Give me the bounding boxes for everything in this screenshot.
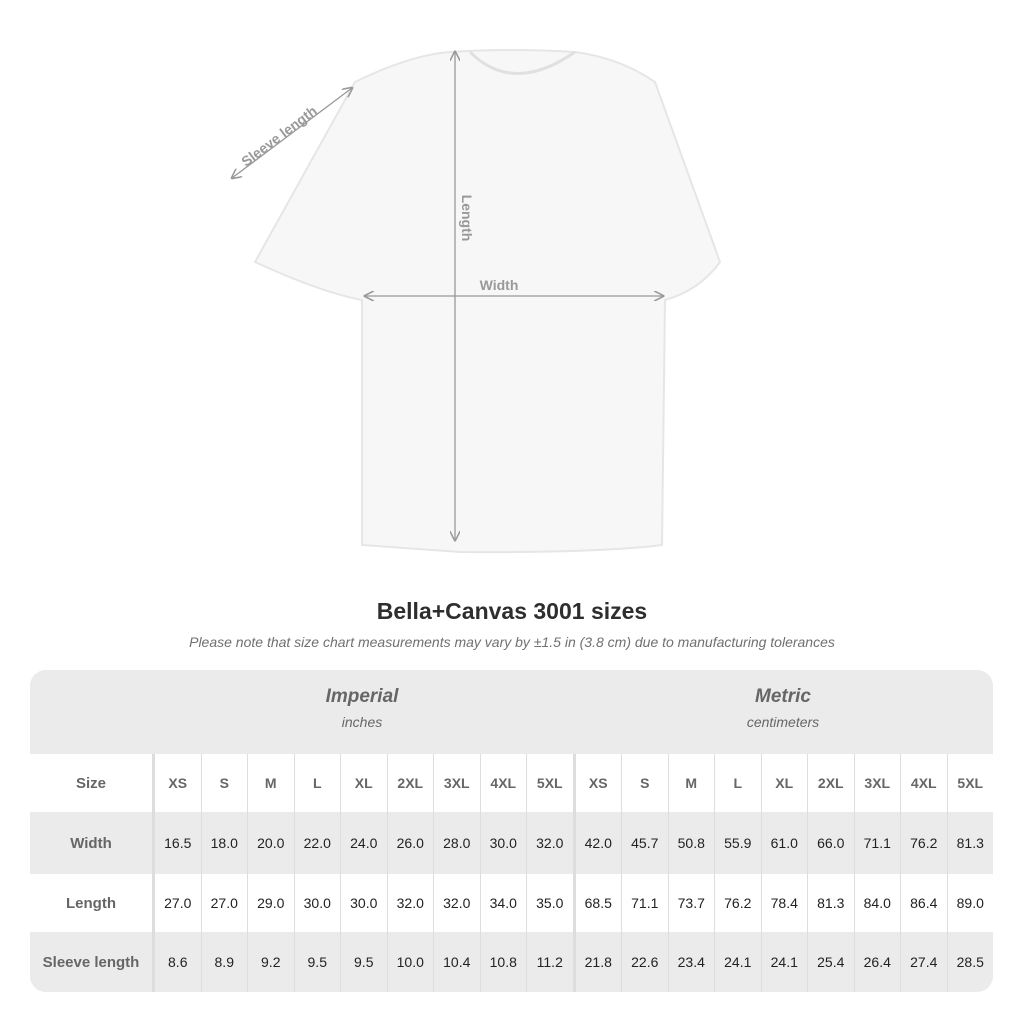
value-cell: 78.4	[762, 874, 808, 932]
width-label: Width	[480, 277, 519, 293]
value-cell: 71.1	[622, 874, 669, 932]
value-cell: 71.1	[855, 812, 901, 874]
value-cell: 8.6	[155, 932, 202, 992]
row-label: Width	[30, 812, 155, 874]
value-cell: 24.0	[341, 812, 388, 874]
value-cell: 81.3	[808, 874, 855, 932]
value-cell: 24.1	[762, 932, 808, 992]
value-cell: 10.4	[434, 932, 481, 992]
value-cell: 30.0	[295, 874, 341, 932]
size-table: Imperial inches Metric centimeters Size X…	[30, 670, 993, 992]
value-cell: 86.4	[901, 874, 948, 932]
imperial-unit: inches	[341, 714, 383, 730]
size-cell: 4XL	[481, 754, 527, 812]
size-cell: 3XL	[855, 754, 901, 812]
value-cell: 23.4	[669, 932, 715, 992]
value-cell: 34.0	[481, 874, 527, 932]
metric-header: Metric centimeters	[573, 686, 993, 730]
value-cell: 66.0	[808, 812, 855, 874]
tshirt-shape	[253, 49, 722, 554]
value-cell: 61.0	[762, 812, 808, 874]
size-cell: M	[669, 754, 715, 812]
size-cell: XS	[155, 754, 202, 812]
value-cell: 26.4	[855, 932, 901, 992]
value-cell: 25.4	[808, 932, 855, 992]
size-cell: 5XL	[527, 754, 576, 812]
value-cell: 32.0	[388, 874, 434, 932]
value-cell: 45.7	[622, 812, 669, 874]
unit-header: Imperial inches Metric centimeters	[30, 670, 993, 754]
value-cell: 9.2	[248, 932, 295, 992]
size-cell: M	[248, 754, 295, 812]
value-cell: 27.0	[155, 874, 202, 932]
size-cell: S	[202, 754, 248, 812]
table-row: Length 27.0 27.0 29.0 30.0 30.0 32.0 32.0 34.0 35…	[30, 874, 993, 932]
value-cell: 35.0	[527, 874, 576, 932]
value-cell: 89.0	[956, 895, 984, 911]
size-cell: XL	[762, 754, 808, 812]
value-cell: 29.0	[248, 874, 295, 932]
value-cell: 20.0	[248, 812, 295, 874]
table-row: Width 16.5 18.0 20.0 22.0 24.0 26.0 28.0 30.0 32.…	[30, 812, 993, 874]
size-cell: 2XL	[388, 754, 434, 812]
value-cell: 32.0	[527, 812, 576, 874]
tolerance-note: Please note that size chart measurements…	[189, 634, 835, 650]
value-cell: 30.0	[341, 874, 388, 932]
value-cell: 28.0	[434, 812, 481, 874]
value-cell: 27.4	[901, 932, 948, 992]
value-cell: 50.8	[669, 812, 715, 874]
value-cell: 9.5	[341, 932, 388, 992]
size-cell: 3XL	[434, 754, 481, 812]
sleeve-label: Sleeve length	[238, 102, 320, 169]
value-cell: 22.0	[295, 812, 341, 874]
value-cell: 27.0	[202, 874, 248, 932]
size-header-row: Size XS S M L XL 2XL 3XL 4XL 5XL XS S M L XL 2XL 3XL 4XL 5…	[30, 754, 993, 812]
value-cell: 10.8	[481, 932, 527, 992]
size-cell: L	[715, 754, 762, 812]
metric-title: Metric	[755, 686, 811, 707]
size-cell: 2XL	[808, 754, 855, 812]
value-cell: 22.6	[622, 932, 669, 992]
value-cell: 76.2	[901, 812, 948, 874]
row-label: Length	[30, 874, 155, 932]
value-cell: 11.2	[527, 932, 576, 992]
value-cell: 28.5	[956, 954, 984, 970]
size-cell: XL	[341, 754, 388, 812]
row-label: Size	[30, 754, 155, 812]
value-cell: 30.0	[481, 812, 527, 874]
tshirt-diagram: Sleeve length Length Width	[0, 49, 722, 554]
size-cell: XS	[576, 754, 622, 812]
imperial-title: Imperial	[325, 686, 399, 707]
row-label: Sleeve length	[30, 932, 155, 992]
imperial-header: Imperial inches	[152, 686, 572, 730]
value-cell: 76.2	[715, 874, 762, 932]
value-cell: 16.5	[155, 812, 202, 874]
value-cell: 10.0	[388, 932, 434, 992]
value-cell: 68.5	[576, 874, 622, 932]
value-cell: 8.9	[202, 932, 248, 992]
value-cell: 26.0	[388, 812, 434, 874]
value-cell: 73.7	[669, 874, 715, 932]
table-row: Sleeve length 8.6 8.9 9.2 9.5 9.5 10.0 10.4 10.8…	[30, 932, 993, 992]
value-cell: 18.0	[202, 812, 248, 874]
value-cell: 32.0	[434, 874, 481, 932]
value-cell: 42.0	[576, 812, 622, 874]
value-cell: 21.8	[576, 932, 622, 992]
value-cell: 9.5	[295, 932, 341, 992]
value-cell: 84.0	[855, 874, 901, 932]
value-cell: 24.1	[715, 932, 762, 992]
size-cell: 4XL	[901, 754, 948, 812]
metric-unit: centimeters	[746, 714, 820, 730]
value-cell: 55.9	[715, 812, 762, 874]
value-cell: 81.3	[956, 835, 984, 851]
length-label: Length	[459, 195, 475, 242]
size-cell: S	[622, 754, 669, 812]
size-cell: L	[295, 754, 341, 812]
chart-title: Bella+Canvas 3001 sizes	[376, 598, 648, 624]
sleeve-arrow	[232, 88, 352, 178]
size-cell: 5XL	[957, 775, 984, 791]
